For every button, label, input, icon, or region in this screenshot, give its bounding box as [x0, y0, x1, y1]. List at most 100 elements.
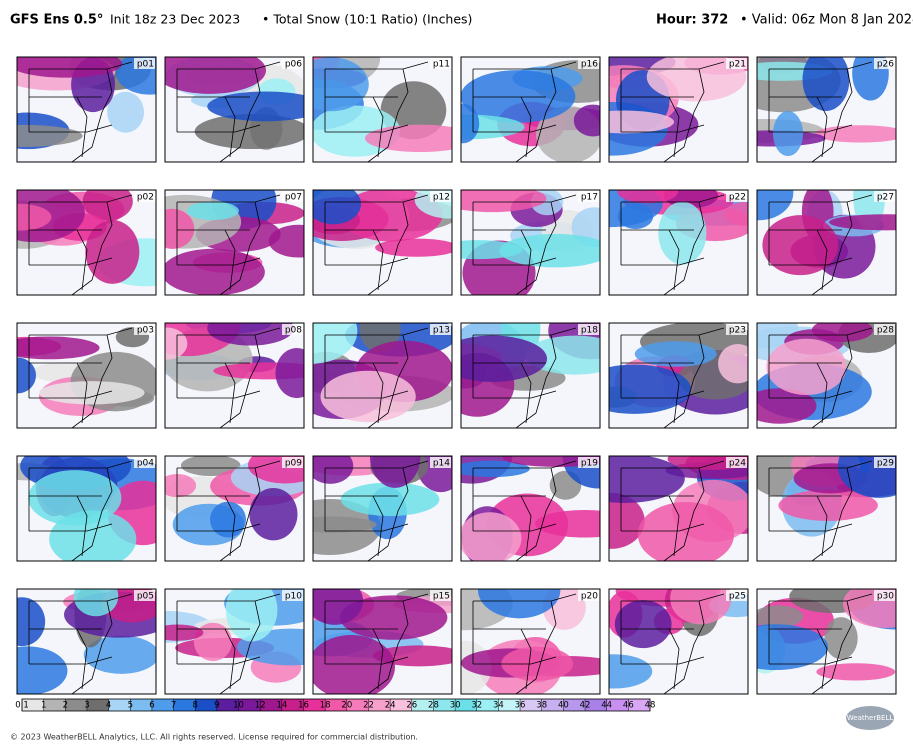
borders — [176, 327, 281, 428]
snow-blob — [17, 646, 68, 694]
snow-blob — [49, 510, 137, 561]
snow-blob — [165, 624, 204, 641]
colorbar-label: 34 — [493, 701, 504, 711]
snow-field — [461, 190, 600, 295]
colorbar-segment — [411, 699, 434, 711]
panel-frame — [756, 56, 897, 163]
colorbar-label: 48 — [645, 701, 656, 711]
panel: p02 — [16, 189, 157, 296]
snow-blob — [778, 489, 878, 521]
snow-blob — [364, 124, 452, 153]
colorbar-segment — [346, 699, 369, 711]
panel-frame — [756, 189, 897, 296]
borders — [620, 327, 725, 428]
snow-blob — [275, 348, 304, 399]
label-bg — [578, 590, 599, 601]
snow-blob — [461, 335, 548, 382]
panel-label: p17 — [581, 193, 598, 203]
logo: WeatherBELL — [847, 714, 894, 722]
colorbar-label: 32 — [471, 701, 482, 711]
label-bg — [726, 324, 747, 335]
borders — [324, 327, 429, 428]
snow-blob — [165, 474, 197, 498]
panel: p24 — [608, 455, 749, 562]
snow-blob — [637, 502, 735, 561]
panel-frame — [460, 56, 601, 163]
snow-blob — [207, 91, 304, 122]
panel-frame — [460, 322, 601, 429]
snow-blob — [609, 492, 645, 549]
panel-frame — [608, 588, 749, 695]
snow-blob — [194, 113, 304, 150]
snow-blob — [73, 589, 119, 617]
colorbar-label: 1 — [41, 701, 46, 711]
panel: p28 — [756, 322, 897, 429]
snow-blob — [609, 654, 653, 689]
panel: p27 — [756, 189, 897, 296]
snow-blob — [461, 460, 530, 478]
borders — [768, 194, 873, 295]
colorbar-label: 8 — [193, 701, 198, 711]
panel-label: p22 — [729, 193, 746, 203]
colorbar-label: 14 — [276, 701, 287, 711]
snow-blob — [180, 456, 241, 477]
panel-label: p08 — [285, 326, 302, 336]
colorbar-label: 0.1 — [15, 701, 29, 711]
product: • Total Snow (10:1 Ratio) (Inches) — [262, 12, 472, 27]
snow-blob — [772, 111, 804, 157]
label-bg — [874, 191, 895, 202]
panel: p10 — [164, 588, 305, 695]
snow-field — [17, 589, 156, 694]
colorbar-segment — [43, 699, 66, 711]
panel-label: p01 — [137, 60, 154, 70]
colorbar-label: 5 — [128, 701, 133, 711]
colorbar-label: 16 — [298, 701, 309, 711]
panel: p22 — [608, 189, 749, 296]
borders — [768, 327, 873, 428]
snow-blob — [461, 190, 547, 213]
colorbar-segment — [520, 699, 543, 711]
borders — [176, 460, 281, 561]
colorbar-segment — [498, 699, 521, 711]
snow-field — [165, 589, 304, 694]
panel-label: p12 — [433, 193, 450, 203]
snow-blob — [573, 104, 600, 137]
colorbar-segment — [216, 699, 240, 711]
snow-field — [609, 323, 748, 428]
snow-blob — [535, 509, 600, 538]
panel-label: p29 — [877, 459, 894, 469]
snow-field — [17, 456, 156, 561]
panel-frame — [164, 588, 305, 695]
snow-field — [609, 57, 748, 162]
borders — [28, 194, 133, 295]
borders — [472, 194, 577, 295]
snow-field — [313, 456, 452, 561]
label-bg — [726, 590, 747, 601]
panel-label: p06 — [285, 60, 302, 70]
panel-label: p28 — [877, 326, 894, 336]
snow-blob — [313, 57, 369, 112]
colorbar-segment — [130, 699, 153, 711]
label-bg — [430, 324, 451, 335]
borders — [28, 593, 133, 694]
snow-blob — [17, 57, 123, 78]
snow-blob — [501, 646, 574, 681]
panel-frame — [756, 455, 897, 562]
borders — [324, 593, 429, 694]
panel: p15 — [312, 588, 453, 695]
borders — [176, 593, 281, 694]
panel-label: p04 — [137, 459, 154, 469]
snow-field — [313, 323, 452, 428]
snow-blob — [802, 57, 850, 111]
panel-frame — [16, 322, 157, 429]
snow-blob — [502, 456, 600, 467]
snow-field — [165, 190, 304, 295]
panel: p16 — [460, 56, 601, 163]
label-bg — [134, 324, 155, 335]
colorbar-label: 4 — [106, 701, 111, 711]
panel-frame — [16, 588, 157, 695]
label-bg — [134, 457, 155, 468]
snow-blob — [210, 501, 247, 538]
panel-frame — [608, 56, 749, 163]
